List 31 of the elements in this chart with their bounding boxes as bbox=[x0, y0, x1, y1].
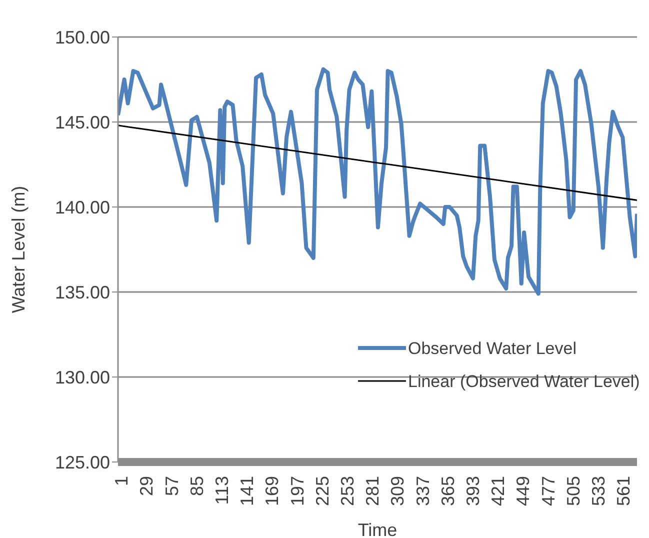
x-tick-label: 337 bbox=[412, 476, 433, 506]
x-tick-label: 113 bbox=[212, 476, 232, 505]
y-tick-label: 135.00 bbox=[54, 282, 110, 302]
x-tick-label: 449 bbox=[513, 476, 534, 506]
x-tick-label: 393 bbox=[462, 476, 483, 506]
y-tick-label: 125.00 bbox=[54, 452, 110, 472]
x-tick-label: 477 bbox=[538, 476, 558, 506]
x-tick-label: 29 bbox=[136, 476, 157, 496]
x-tick-label: 197 bbox=[287, 476, 308, 506]
x-tick-label: 505 bbox=[563, 476, 584, 506]
x-tick-label: 281 bbox=[362, 476, 383, 506]
x-tick-label: 1 bbox=[112, 476, 132, 486]
x-axis-title: Time bbox=[358, 520, 398, 538]
y-tick-label: 145.00 bbox=[54, 112, 110, 132]
y-axis-title: Water Level (m) bbox=[8, 186, 28, 314]
y-tick-label: 140.00 bbox=[54, 197, 110, 218]
x-tick-label: 309 bbox=[388, 476, 408, 506]
x-tick-label: 533 bbox=[588, 476, 608, 506]
legend-label: Linear (Observed Water Level) bbox=[408, 371, 640, 392]
x-tick-label: 57 bbox=[162, 476, 182, 496]
x-tick-label: 85 bbox=[186, 476, 207, 496]
legend-label: Observed Water Level bbox=[408, 338, 576, 359]
x-tick-label: 253 bbox=[337, 476, 358, 506]
y-tick-label: 150.00 bbox=[54, 27, 110, 48]
x-tick-label: 141 bbox=[237, 476, 258, 506]
x-tick-label: 421 bbox=[488, 476, 508, 506]
x-tick-label: 225 bbox=[312, 476, 332, 506]
x-tick-label: 169 bbox=[262, 476, 282, 506]
x-tick-label: 561 bbox=[614, 476, 634, 506]
y-tick-label: 130.00 bbox=[54, 367, 110, 388]
x-tick-label: 365 bbox=[438, 476, 458, 506]
